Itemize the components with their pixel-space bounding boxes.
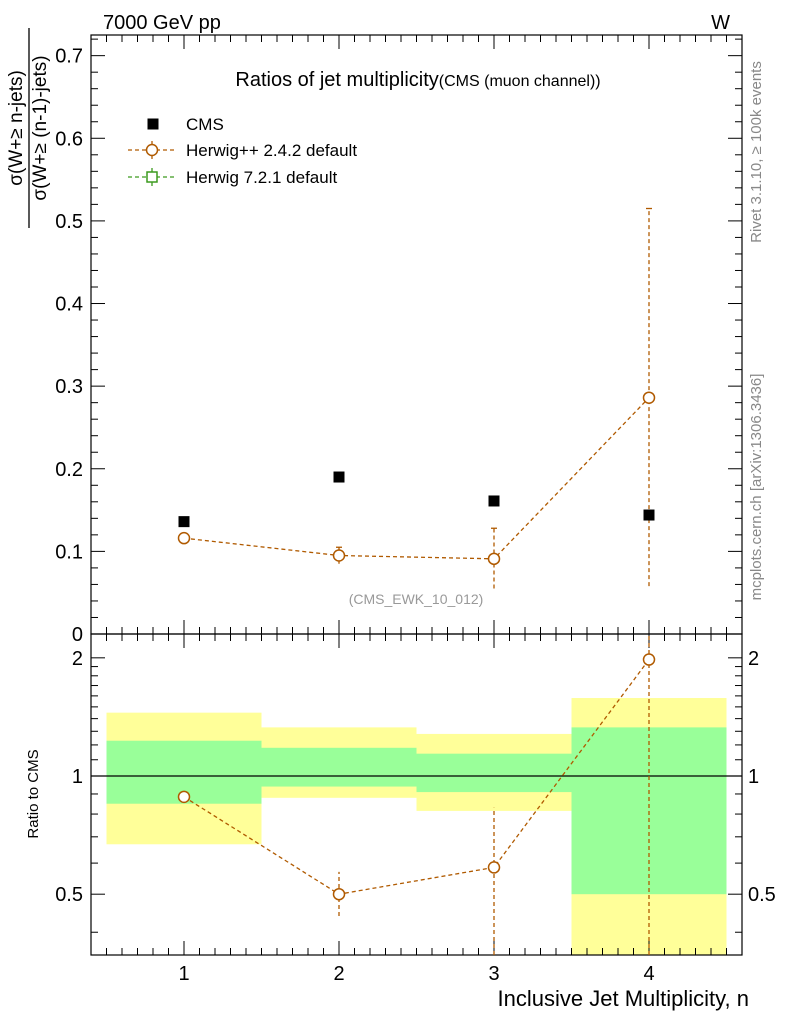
main-ytick-label: 0.4 xyxy=(55,294,83,316)
herwigpp-point xyxy=(177,531,191,545)
cms-point xyxy=(488,495,500,507)
legend-herwig7-label: Herwig 7.2.1 default xyxy=(186,168,337,187)
main-ytick-label: 0.7 xyxy=(55,46,83,68)
mcplots-label: mcplots.cern.ch [arXiv:1306.3436] xyxy=(748,374,765,601)
y-axis-denominator: σ(W+≥ (n-1)-jets) xyxy=(30,55,51,200)
chart-title: Ratios of jet multiplicity(CMS (muon cha… xyxy=(235,69,600,91)
legend-cms-marker xyxy=(147,118,159,130)
main-ytick-label: 0.1 xyxy=(55,541,83,563)
legend-herwig7-marker xyxy=(146,171,158,183)
ratio-ytick-label-right: 0.5 xyxy=(748,884,776,906)
main-ytick-label: 0 xyxy=(72,624,83,646)
main-ytick-label: 0.5 xyxy=(55,211,83,233)
analysis-tag: (CMS_EWK_10_012) xyxy=(349,591,484,607)
rivet-label: Rivet 3.1.10, ≥ 100k events xyxy=(748,61,765,243)
legend-herwigpp-label: Herwig++ 2.4.2 default xyxy=(186,141,357,160)
herwigpp-point xyxy=(642,391,656,404)
ratio-herwigpp-point xyxy=(487,861,501,874)
ratio-ytick-label-right: 1 xyxy=(748,766,759,788)
ratio-band-inner-3 xyxy=(416,753,572,793)
ratio-herwigpp-point xyxy=(177,790,191,804)
ratio-axis-label: Ratio to CMS xyxy=(25,749,42,838)
energy-label: 7000 GeV pp xyxy=(103,12,221,34)
y-axis-numerator: σ(W+≥ n-jets) xyxy=(6,70,27,186)
x-axis-label: Inclusive Jet Multiplicity, n xyxy=(498,986,749,1011)
ratio-panel: 0.5 0.5 1 1 2 2 1 2 3 4 xyxy=(55,633,776,985)
cms-point xyxy=(643,509,655,521)
x-tick-label: 3 xyxy=(488,963,499,985)
legend-herwigpp-marker xyxy=(145,143,159,157)
chart-title-main: Ratios of jet multiplicity xyxy=(235,69,438,91)
x-tick-label: 2 xyxy=(333,963,344,985)
cms-point xyxy=(178,516,190,528)
legend: CMS Herwig++ 2.4.2 default Herwig 7.2.1 … xyxy=(128,115,357,187)
cms-point xyxy=(333,471,345,483)
herwigpp-point xyxy=(332,549,346,562)
chart-title-sub: (CMS (muon channel)) xyxy=(439,73,601,90)
main-ytick-label: 0.2 xyxy=(55,459,83,481)
ratio-band-inner-2 xyxy=(261,747,417,787)
herwigpp-point xyxy=(487,552,501,566)
ratio-ytick-label-right: 2 xyxy=(748,648,759,670)
ratio-herwigpp-line xyxy=(183,659,650,895)
ratio-ytick-label-left: 1 xyxy=(72,766,83,788)
process-label: W xyxy=(711,12,730,34)
ratio-herwigpp-point xyxy=(642,653,656,666)
legend-cms-label: CMS xyxy=(186,115,224,134)
x-tick-label: 1 xyxy=(178,963,189,985)
main-ytick-label: 0.6 xyxy=(55,128,83,150)
ratio-ytick-label-left: 0.5 xyxy=(55,884,83,906)
herwigpp-line xyxy=(183,397,650,560)
main-ytick-label: 0.3 xyxy=(55,376,83,398)
x-tick-label: 4 xyxy=(643,963,654,985)
y-axis-label: σ(W+≥ n-jets) σ(W+≥ (n-1)-jets) xyxy=(6,28,51,228)
ratio-herwigpp-point xyxy=(332,887,346,901)
ratio-ytick-label-left: 2 xyxy=(72,648,83,670)
